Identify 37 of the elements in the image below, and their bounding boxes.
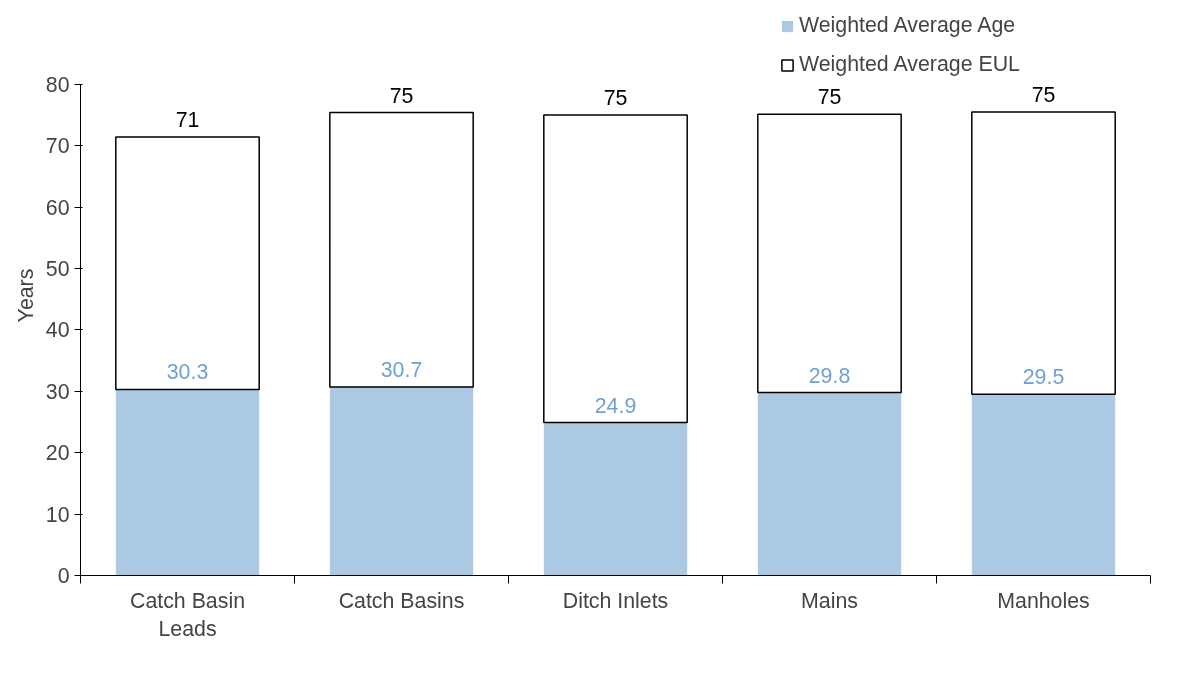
data-label: 29.5	[1022, 365, 1065, 390]
y-tick-label: 30	[45, 379, 70, 404]
data-label: 30.7	[380, 357, 423, 382]
x-tick-label: Catch Basin Leads	[130, 588, 245, 642]
total-label: 75	[817, 85, 842, 110]
bar	[971, 111, 1116, 396]
total-label: 75	[603, 85, 628, 110]
bar	[115, 136, 260, 391]
data-label: 29.8	[808, 363, 851, 388]
y-tick-label: 70	[45, 134, 70, 159]
total-label: 75	[1031, 82, 1056, 107]
bar	[757, 113, 902, 394]
x-tick-label: Catch Basins	[338, 588, 465, 613]
y-tick-label: 40	[45, 318, 70, 343]
bar	[115, 389, 260, 576]
y-tick-label: 10	[45, 502, 70, 527]
bar	[329, 386, 474, 576]
bar	[971, 394, 1116, 576]
y-tick-label: 60	[45, 195, 70, 220]
total-label: 71	[175, 108, 200, 133]
bar	[757, 392, 902, 576]
y-tick-label: 0	[57, 564, 70, 588]
y-tick-label: 50	[45, 256, 70, 281]
x-tick-label: Mains	[801, 588, 858, 613]
total-label: 75	[389, 83, 414, 108]
legend-label: Weighted Average EUL	[799, 52, 1020, 77]
y-axis-title: Years	[13, 268, 38, 323]
data-label: 24.9	[594, 393, 637, 418]
bar	[543, 422, 688, 576]
x-tick-label: Manholes	[997, 588, 1090, 613]
bar	[543, 114, 688, 424]
y-tick-label: 80	[45, 72, 70, 97]
data-label: 30.3	[166, 360, 209, 385]
y-tick-label: 20	[45, 441, 70, 466]
legend-label: Weighted Average Age	[799, 14, 1016, 38]
bar	[329, 111, 474, 388]
x-tick-label: Ditch Inlets	[562, 588, 669, 613]
